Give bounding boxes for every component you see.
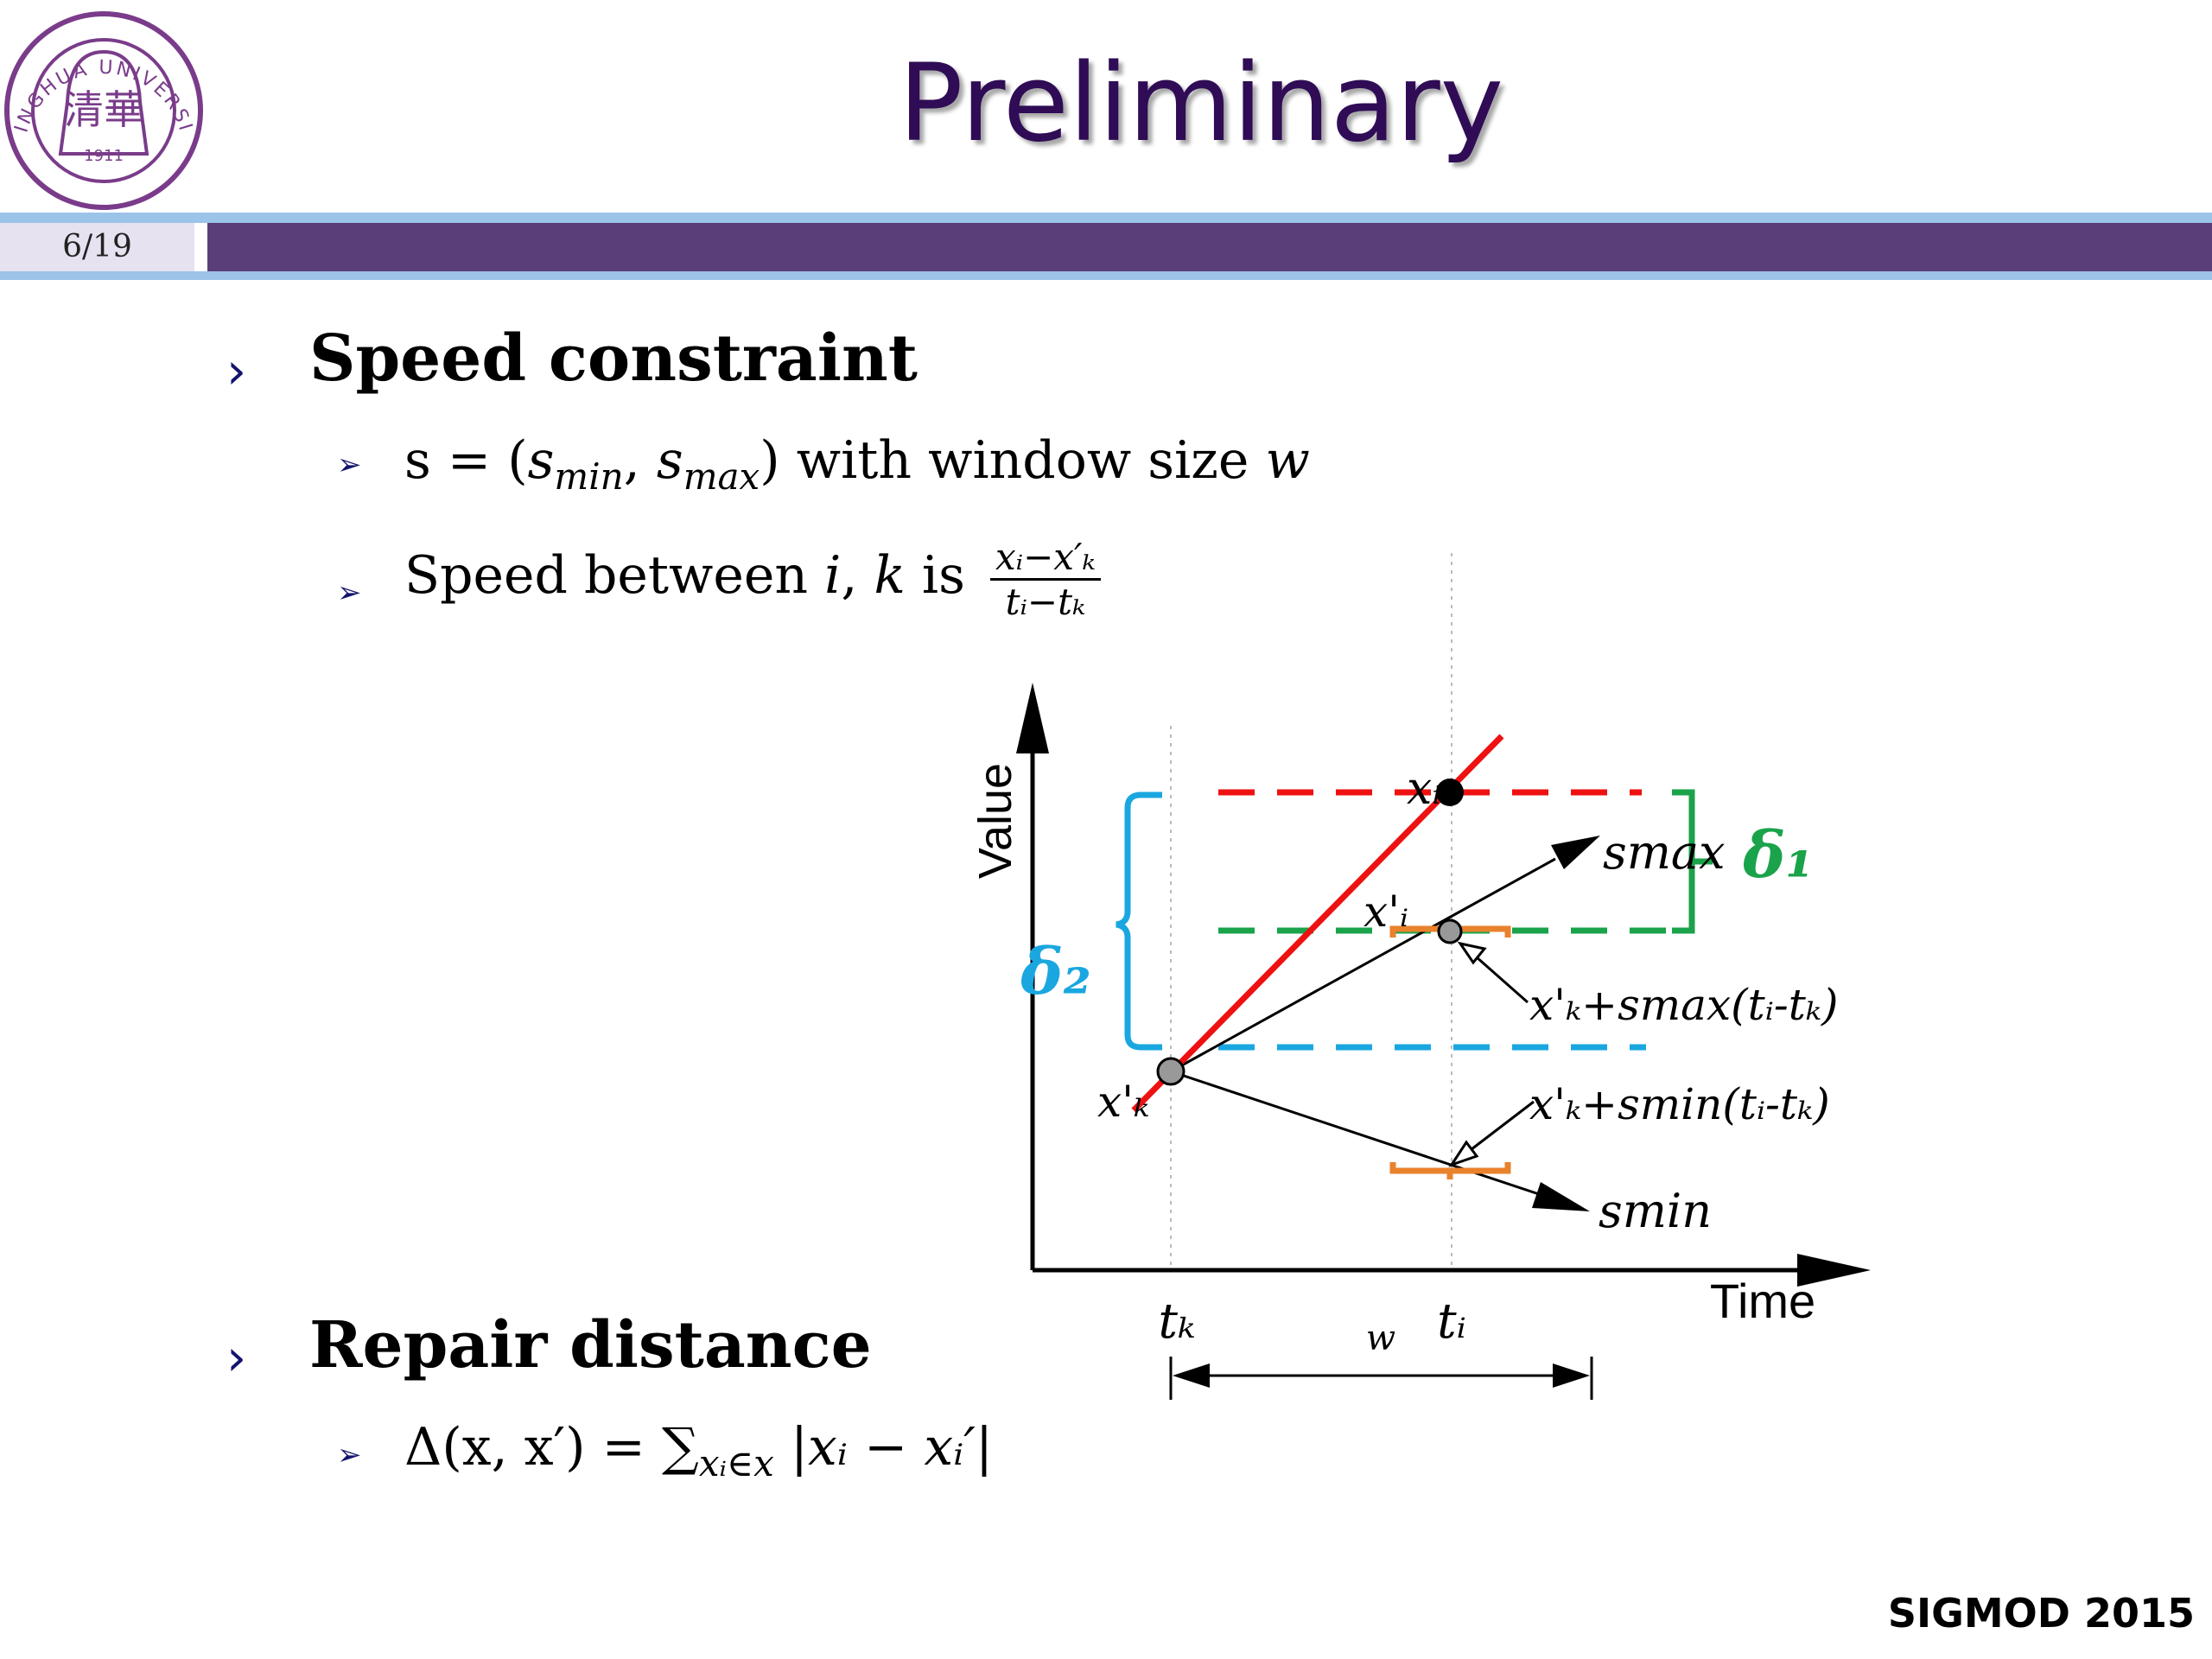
slide-title: Preliminary xyxy=(898,41,1504,166)
delta2-label: δ₂ xyxy=(1020,935,1091,1009)
smax-line xyxy=(1170,857,1556,1073)
label-tk: tₖ xyxy=(1159,1294,1196,1350)
header-bar xyxy=(207,223,2212,271)
delta2-brace xyxy=(1116,791,1162,1051)
label-expr-min: x'ₖ+smin(tᵢ-tₖ) xyxy=(1529,1079,1830,1129)
delta1-label: δ₁ xyxy=(1742,818,1814,893)
label-expr-max: x'ₖ+smax(tᵢ-tₖ) xyxy=(1529,980,1839,1030)
label-xk-prime: x'ₖ xyxy=(1097,1077,1149,1127)
smin-line xyxy=(1170,1070,1548,1198)
speed-definition: s = (smin, smax) with window size w xyxy=(404,430,1310,498)
repair-formula: Δ(x, x′) = ∑xᵢ∈x |xᵢ − xᵢ′| xyxy=(404,1417,994,1484)
smin-arrow-icon xyxy=(1532,1182,1590,1211)
logo-chinese: 清華 xyxy=(64,86,143,133)
page-number: 6/19 xyxy=(0,223,194,271)
speed-fraction: xᵢ−x′ₖ tᵢ−tₖ xyxy=(989,536,1101,623)
x-axis-arrow-icon xyxy=(1797,1254,1871,1287)
x-axis-label: Time xyxy=(1710,1274,1815,1328)
callout-arrow-icon xyxy=(1457,941,1487,965)
callout-arrow-icon xyxy=(1448,1140,1479,1167)
header-bar-top xyxy=(0,213,2212,223)
sub-bullet-icon: ➢ xyxy=(337,448,362,482)
point-xk-prime xyxy=(1156,1057,1185,1086)
speed-between: Speed between i, k is xᵢ−x′ₖ tᵢ−tₖ xyxy=(404,536,1101,623)
orange-bracket-bottom xyxy=(1389,1162,1511,1179)
y-axis-label: Value xyxy=(969,763,1021,879)
label-ti: tᵢ xyxy=(1437,1294,1466,1350)
label-xi: xᵢ xyxy=(1407,763,1441,815)
tsinghua-logo: 清華 1911 TSINGHUA UNIVERSITY xyxy=(0,7,203,210)
point-xi-prime xyxy=(1437,918,1463,944)
footer-venue: SIGMOD 2015 xyxy=(1887,1590,2195,1637)
heading-repair-distance: Repair distance xyxy=(309,1308,872,1382)
bullet-arrow-icon: › xyxy=(226,1328,247,1387)
point-xi xyxy=(1436,779,1464,806)
header-bar-bottom xyxy=(0,271,2212,280)
logo-year: 1911 xyxy=(84,147,124,165)
label-smax: smax xyxy=(1603,825,1726,880)
bullet-arrow-icon: › xyxy=(226,341,247,400)
heading-speed-constraint: Speed constraint xyxy=(309,321,918,396)
window-arrow-left-icon xyxy=(1173,1363,1210,1388)
smax-arrow-icon xyxy=(1551,836,1600,869)
y-axis-arrow-icon xyxy=(1016,683,1049,753)
sub-bullet-icon: ➢ xyxy=(337,1438,362,1472)
label-smin: smin xyxy=(1599,1184,1712,1238)
sub-bullet-icon: ➢ xyxy=(337,575,362,610)
label-w: w xyxy=(1366,1319,1395,1358)
window-arrow-right-icon xyxy=(1553,1363,1590,1388)
label-xi-prime: x'ᵢ xyxy=(1363,887,1408,937)
